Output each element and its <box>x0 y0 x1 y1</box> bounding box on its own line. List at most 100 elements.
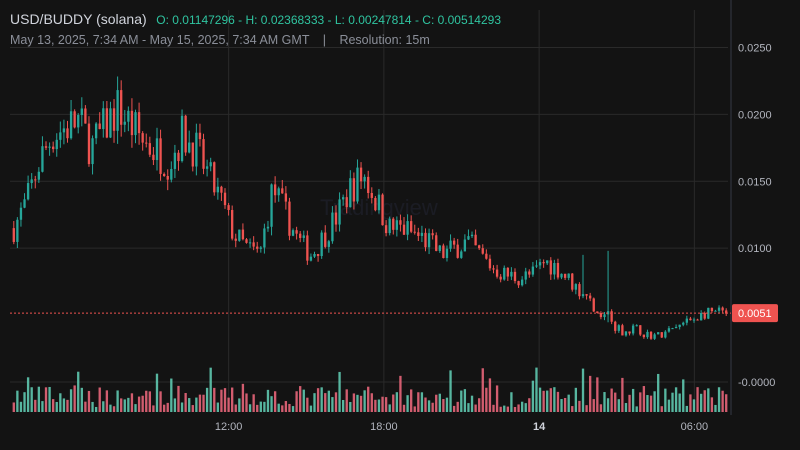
candle-body <box>109 108 112 138</box>
volume-bar <box>270 396 273 412</box>
candle-body <box>717 307 721 311</box>
volume-bar <box>238 398 241 412</box>
candle-body <box>585 294 588 296</box>
candle-body <box>639 325 642 335</box>
volume-bar <box>524 403 527 412</box>
candle-body <box>102 108 105 130</box>
volume-bar <box>621 377 624 412</box>
volume-bar <box>520 401 524 412</box>
volume-bar <box>635 406 638 412</box>
volume-bar <box>438 393 441 412</box>
volume-bar <box>55 401 58 412</box>
volume-bar <box>556 391 560 412</box>
volume-bar <box>370 393 373 412</box>
volume-bar <box>517 404 520 412</box>
candle-body <box>560 273 563 278</box>
volume-bar <box>531 380 535 412</box>
candle-body <box>567 273 570 278</box>
volume-bar <box>320 387 323 412</box>
volume-bar <box>37 386 41 412</box>
candle-body <box>23 199 26 208</box>
candle-body <box>87 123 91 165</box>
volume-bar <box>216 402 220 412</box>
volume-bar <box>685 405 688 412</box>
volume-bar <box>313 393 316 412</box>
volume-bar <box>73 385 76 412</box>
candle-body <box>148 143 151 155</box>
volume-bar <box>442 399 445 412</box>
candle-body <box>692 319 696 321</box>
volume-bar <box>291 406 295 412</box>
candle-body <box>145 142 148 144</box>
volume-bar <box>116 390 119 412</box>
volume-bar <box>137 396 141 412</box>
candle-body <box>460 251 463 258</box>
candle-body <box>359 167 363 182</box>
candle-body <box>685 318 688 323</box>
volume-bar <box>273 391 277 412</box>
candle-body <box>94 123 98 139</box>
candle-body <box>410 221 413 232</box>
volume-bar <box>456 401 459 412</box>
volume-bar <box>252 394 255 412</box>
volume-bar <box>417 392 420 412</box>
candle-body <box>12 228 15 242</box>
candle-body <box>184 115 187 153</box>
candle-body <box>503 267 506 280</box>
volume-bar <box>657 373 660 412</box>
candle-body <box>363 176 366 182</box>
candle-body <box>606 311 610 315</box>
volume-bar <box>209 367 212 412</box>
candle-body <box>417 232 420 236</box>
volume-bar <box>692 399 696 412</box>
volume-bar <box>352 393 356 412</box>
volume-bar <box>12 402 15 412</box>
candle-body <box>646 331 649 338</box>
volume-bar <box>503 405 506 412</box>
volume-bar <box>721 390 724 412</box>
candle-body <box>59 132 62 140</box>
candle-body <box>657 332 660 335</box>
volume-bar <box>62 398 66 412</box>
candle-body <box>631 325 635 334</box>
symbol-title[interactable]: USD/BUDDY (solana) <box>10 11 147 27</box>
candle-body <box>130 110 134 136</box>
volume-bar <box>492 404 495 412</box>
volume-bar <box>535 367 538 412</box>
candle-body <box>649 331 653 339</box>
candle-body <box>624 331 628 336</box>
candle-body <box>546 260 549 264</box>
candle-body <box>621 325 624 336</box>
volume-bar <box>302 389 305 412</box>
candle-body <box>664 331 667 338</box>
candle-body <box>599 312 603 318</box>
volume-bar <box>388 404 391 412</box>
candle-body <box>556 262 560 278</box>
resolution-label: Resolution: 15m <box>339 33 430 47</box>
candle-body <box>195 132 198 167</box>
volume-bar <box>563 397 567 412</box>
volume-bar <box>180 402 184 412</box>
candle-body <box>538 262 542 266</box>
candle-body <box>549 260 552 275</box>
candle-body <box>596 311 599 313</box>
candle-body <box>399 220 402 225</box>
volume-bar <box>499 406 502 412</box>
y-axis[interactable]: 0.0250 0.0200 0.0150 0.0100 -0.0000 <box>738 42 775 389</box>
volume-bar <box>334 392 338 412</box>
volume-bar <box>478 398 481 412</box>
volume-bar <box>223 388 227 412</box>
volume-bar <box>488 378 492 412</box>
volume-bar <box>30 387 33 412</box>
volume-bar <box>363 390 366 412</box>
volume-bar <box>306 397 309 412</box>
volume-bar <box>664 388 667 412</box>
candle-body <box>281 188 284 194</box>
candle-body <box>510 271 513 277</box>
candle-body <box>395 220 399 230</box>
volume-bar <box>202 394 205 412</box>
volume-bar <box>44 387 48 412</box>
volume-bar <box>259 401 262 412</box>
